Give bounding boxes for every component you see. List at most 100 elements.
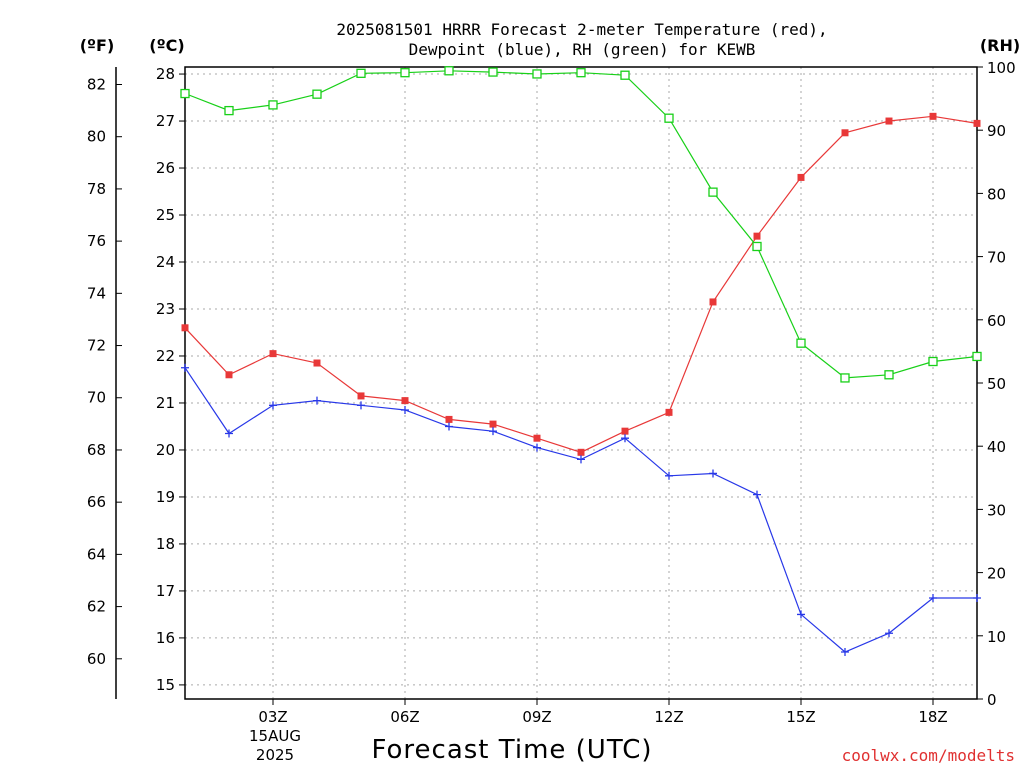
temperature-point bbox=[313, 359, 321, 367]
celsius-tick-label: 16 bbox=[156, 629, 175, 647]
temperature-point bbox=[621, 427, 629, 435]
celsius-unit-label: (ºC) bbox=[149, 36, 184, 55]
rh-point bbox=[708, 187, 718, 197]
dewpoint-point bbox=[489, 427, 497, 436]
x-tick-label: 18Z bbox=[918, 708, 947, 726]
temperature-point bbox=[489, 420, 497, 428]
rh-point bbox=[620, 70, 630, 80]
rh-point bbox=[312, 89, 322, 99]
fahrenheit-tick-label: 76 bbox=[87, 232, 106, 250]
rh-point bbox=[180, 88, 190, 99]
temperature-point bbox=[533, 434, 541, 442]
temperature-point bbox=[841, 129, 849, 137]
dewpoint-point bbox=[621, 434, 629, 443]
fahrenheit-tick-label: 72 bbox=[87, 337, 106, 355]
temperature-point bbox=[885, 117, 893, 125]
temperature-point bbox=[445, 415, 453, 423]
dewpoint-point bbox=[797, 610, 805, 619]
temperature-point bbox=[181, 324, 189, 332]
dewpoint-point bbox=[665, 471, 673, 480]
temperature-point bbox=[753, 232, 761, 240]
rh-tick-label: 50 bbox=[987, 375, 1006, 393]
x-tick-label: 06Z bbox=[390, 708, 419, 726]
rh-point bbox=[224, 105, 234, 116]
celsius-tick-label: 28 bbox=[156, 65, 175, 83]
x-date-year-label: 2025 bbox=[256, 746, 294, 764]
chart-title-line1: 2025081501 HRRR Forecast 2-meter Tempera… bbox=[336, 20, 827, 39]
fahrenheit-tick-label: 74 bbox=[87, 284, 106, 302]
rh-tick-label: 10 bbox=[987, 628, 1006, 646]
fahrenheit-tick-label: 66 bbox=[87, 493, 106, 511]
celsius-tick-label: 22 bbox=[156, 347, 175, 365]
dewpoint-point bbox=[577, 455, 585, 464]
rh-tick-label: 30 bbox=[987, 501, 1006, 519]
rh-point bbox=[576, 68, 586, 78]
dewpoint-point bbox=[401, 406, 409, 415]
rh-point bbox=[752, 241, 762, 252]
rh-unit-label: (RH) bbox=[980, 36, 1020, 55]
celsius-tick-label: 20 bbox=[156, 441, 175, 459]
dewpoint-point bbox=[841, 648, 849, 657]
fahrenheit-tick-label: 68 bbox=[87, 441, 106, 459]
celsius-tick-label: 25 bbox=[156, 206, 175, 224]
rh-tick-label: 80 bbox=[987, 185, 1006, 203]
temperature-point bbox=[665, 408, 673, 416]
dewpoint-point bbox=[225, 429, 233, 438]
temperature-point bbox=[709, 298, 717, 306]
fahrenheit-tick-label: 64 bbox=[87, 545, 106, 563]
fahrenheit-tick-label: 80 bbox=[87, 128, 106, 146]
temperature-point bbox=[225, 371, 233, 379]
dewpoint-point bbox=[269, 401, 277, 410]
celsius-tick-label: 15 bbox=[156, 676, 175, 694]
celsius-tick-label: 19 bbox=[156, 488, 175, 506]
dewpoint-point bbox=[885, 629, 893, 638]
rh-tick-label: 0 bbox=[987, 691, 997, 709]
dewpoint-point bbox=[313, 396, 321, 405]
fahrenheit-unit-label: (ºF) bbox=[80, 36, 115, 55]
temperature-point bbox=[929, 112, 937, 120]
temperature-point bbox=[797, 173, 805, 181]
temperature-series bbox=[181, 112, 981, 456]
rh-point bbox=[972, 351, 982, 362]
rh-point bbox=[356, 68, 366, 78]
rh-point bbox=[840, 373, 850, 383]
celsius-tick-label: 26 bbox=[156, 159, 175, 177]
dewpoint-point bbox=[445, 422, 453, 431]
rh-point bbox=[400, 68, 410, 78]
x-axis-label: Forecast Time (UTC) bbox=[371, 735, 652, 765]
rh-tick-label: 60 bbox=[987, 312, 1006, 330]
x-tick-label: 03Z bbox=[258, 708, 287, 726]
fahrenheit-tick-label: 62 bbox=[87, 598, 106, 616]
rh-point bbox=[796, 338, 806, 348]
x-date-day-label: 15AUG bbox=[249, 727, 301, 745]
temperature-point bbox=[269, 350, 277, 358]
credit-label: coolwx.com/modelts bbox=[842, 746, 1015, 765]
celsius-tick-label: 27 bbox=[156, 112, 175, 130]
temperature-point bbox=[401, 397, 409, 405]
rh-point bbox=[268, 100, 278, 110]
dewpoint-point bbox=[753, 490, 761, 499]
rh-point bbox=[444, 66, 454, 76]
data-series bbox=[180, 66, 982, 657]
rh-tick-label: 20 bbox=[987, 565, 1006, 583]
temperature-point bbox=[577, 448, 585, 456]
rh-tick-label: 40 bbox=[987, 438, 1006, 456]
celsius-tick-label: 17 bbox=[156, 582, 175, 600]
dewpoint-point bbox=[181, 363, 189, 372]
rh-point bbox=[532, 69, 542, 79]
dewpoint-point bbox=[533, 443, 541, 452]
rh-series bbox=[180, 66, 982, 383]
rh-tick-label: 70 bbox=[987, 249, 1006, 267]
fahrenheit-tick-label: 78 bbox=[87, 180, 106, 198]
rh-point bbox=[884, 370, 894, 380]
dewpoint-point bbox=[709, 469, 717, 478]
rh-point bbox=[488, 67, 498, 77]
rh-tick-label: 90 bbox=[987, 122, 1006, 140]
fahrenheit-tick-label: 60 bbox=[87, 650, 106, 668]
temperature-point bbox=[973, 119, 981, 127]
fahrenheit-tick-label: 82 bbox=[87, 75, 106, 93]
celsius-tick-label: 21 bbox=[156, 394, 175, 412]
rh-point bbox=[664, 113, 674, 123]
